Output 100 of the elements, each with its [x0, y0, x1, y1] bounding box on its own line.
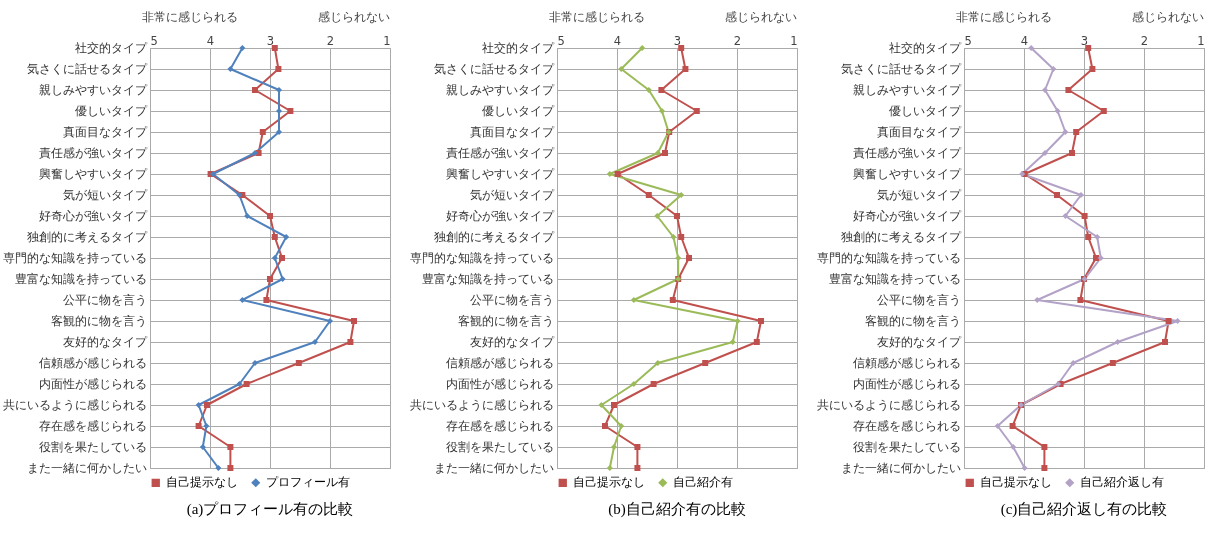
point — [618, 423, 625, 429]
x-tick-label: 4 — [1020, 33, 1029, 48]
point — [1062, 129, 1069, 135]
point — [244, 213, 251, 219]
point — [702, 360, 709, 366]
y-tick-label: 好奇心が強いタイプ — [852, 208, 962, 223]
x-tick-label: 3 — [1080, 33, 1089, 48]
point — [195, 402, 202, 408]
y-tick-label: 共にいるように感じられる — [409, 397, 554, 412]
point — [271, 45, 278, 51]
y-tick-label: 信頼感が感じられる — [38, 355, 147, 370]
x-tick-label: 2 — [1140, 33, 1149, 48]
y-tick-label: 社交的タイプ — [481, 40, 555, 55]
y-tick-label: 存在感を感じられる — [38, 418, 147, 433]
x-tick-label: 5 — [557, 33, 565, 48]
x-tick-label: 5 — [964, 33, 972, 48]
y-tick-label: 友好的なタイプ — [469, 334, 555, 349]
y-tick-label: 独創的に考えるタイプ — [26, 229, 148, 244]
point — [1054, 108, 1061, 114]
y-tick-label: 興奮しやすいタイプ — [38, 166, 148, 181]
point — [669, 297, 676, 303]
y-tick-label: 独創的に考えるタイプ — [433, 229, 555, 244]
y-tick-label: 専門的な知識を持っている — [2, 250, 147, 265]
y-tick-label: 優しいタイプ — [74, 103, 148, 118]
point — [611, 402, 617, 408]
point — [239, 45, 246, 51]
y-tick-label: 客観的に物を言う — [864, 313, 961, 328]
y-tick-label: 親しみやすいタイプ — [445, 82, 555, 97]
point — [252, 150, 258, 156]
x-tick-label: 4 — [206, 33, 215, 48]
y-tick-label: 共にいるように感じられる — [816, 397, 961, 412]
point — [259, 129, 266, 135]
x-tick-label: 1 — [383, 33, 391, 48]
y-tick-label: 気さくに話せるタイプ — [840, 61, 962, 76]
x-tick-label: 1 — [1197, 33, 1205, 48]
point — [1162, 339, 1168, 345]
x-tick-label: 5 — [150, 33, 158, 48]
point — [614, 171, 621, 177]
text: 感じられない — [725, 10, 797, 24]
y-tick-label: また一緒に何かしたい — [26, 460, 147, 475]
x-tick-label: 1 — [790, 33, 798, 48]
y-tick-label: また一緒に何かしたい — [840, 460, 961, 475]
text: 非常に感じられる — [549, 10, 645, 24]
point — [650, 381, 657, 387]
y-tick-label: 興奮しやすいタイプ — [445, 166, 555, 181]
y-tick-label: 客観的に物を言う — [457, 313, 554, 328]
point — [611, 444, 617, 450]
point — [645, 192, 652, 198]
y-tick-label: 優しいタイプ — [481, 103, 555, 118]
point — [1089, 66, 1096, 72]
point — [263, 297, 270, 303]
point — [243, 381, 250, 387]
x-tick-label: 2 — [326, 33, 335, 48]
point — [312, 339, 318, 345]
point — [1085, 234, 1092, 240]
point — [1070, 360, 1077, 366]
point — [654, 360, 661, 366]
x-tick-label: 3 — [673, 33, 682, 48]
point — [1094, 234, 1101, 240]
legend-label: 自己提示なし — [979, 474, 1052, 489]
point — [1062, 213, 1069, 219]
point — [1065, 87, 1072, 93]
point — [276, 108, 282, 114]
point — [1041, 444, 1048, 450]
point — [1054, 192, 1060, 198]
point — [1085, 45, 1092, 51]
y-tick-label: 責任感が強いタイプ — [38, 145, 148, 160]
x-tick-label: 3 — [266, 33, 275, 48]
y-tick-label: 気さくに話せるタイプ — [26, 61, 148, 76]
y-tick-label: 信頼感が感じられる — [445, 355, 554, 370]
point — [1010, 444, 1017, 450]
y-tick-label: 友好的なタイプ — [876, 334, 962, 349]
x-tick-label: 4 — [613, 33, 622, 48]
point — [994, 423, 1001, 429]
point — [1009, 423, 1016, 429]
point — [252, 360, 258, 366]
point — [758, 318, 764, 324]
point — [347, 339, 354, 345]
y-tick-label: 役割を果たしている — [445, 439, 554, 454]
y-tick-label: 共にいるように感じられる — [2, 397, 147, 412]
point — [276, 129, 282, 135]
x-tick-label: 2 — [733, 33, 742, 48]
y-tick-label: 優しいタイプ — [888, 103, 962, 118]
legend-label: 自己紹介返し有 — [1079, 474, 1164, 489]
y-tick-label: 存在感を感じられる — [445, 418, 554, 433]
text: 非常に感じられる — [142, 10, 238, 24]
y-tick-label: また一緒に何かしたい — [433, 460, 554, 475]
y-tick-label: 友好的なタイプ — [62, 334, 148, 349]
point — [271, 234, 278, 240]
y-tick-label: 興奮しやすいタイプ — [852, 166, 962, 181]
text: 非常に感じられる — [956, 10, 1052, 24]
point — [645, 87, 652, 93]
point — [1114, 339, 1121, 345]
point — [618, 66, 625, 72]
point — [327, 318, 333, 324]
y-tick-label: 親しみやすいタイプ — [38, 82, 148, 97]
y-tick-label: 親しみやすいタイプ — [852, 82, 962, 97]
point — [351, 318, 357, 324]
point — [1021, 465, 1028, 471]
point — [654, 150, 661, 156]
